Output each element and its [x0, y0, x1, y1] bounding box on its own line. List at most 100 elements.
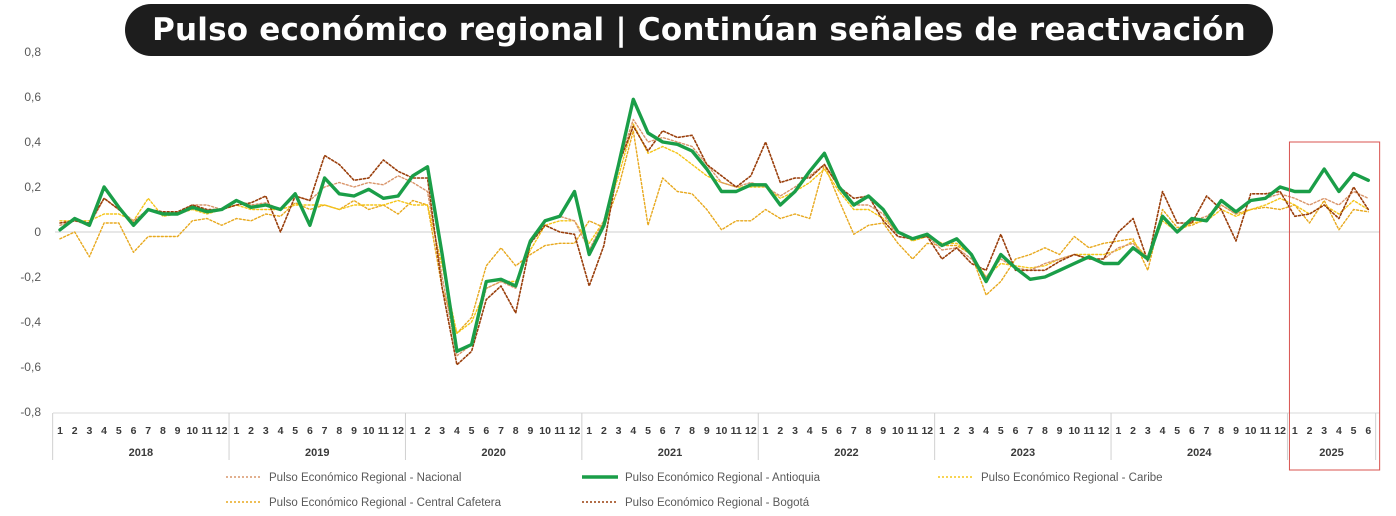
y-tick-label: -0,4 [20, 315, 41, 329]
month-tick-label: 3 [616, 425, 622, 437]
month-tick-label: 12 [216, 425, 228, 437]
y-tick-label: -0,2 [20, 270, 41, 284]
series-line-bogota [59, 125, 1370, 366]
month-tick-label: 1 [1292, 425, 1298, 437]
month-tick-label: 3 [792, 425, 798, 437]
month-tick-label: 10 [892, 425, 904, 437]
month-tick-label: 5 [116, 425, 122, 437]
y-tick-label: 0,8 [24, 45, 41, 59]
year-label: 2021 [658, 447, 682, 459]
month-tick-label: 3 [1145, 425, 1151, 437]
month-tick-label: 6 [483, 425, 489, 437]
month-tick-label: 9 [704, 425, 710, 437]
y-tick-label: 0 [34, 225, 41, 239]
month-tick-label: 10 [1068, 425, 1080, 437]
legend-label-cafetera: Pulso Económico Regional - Central Cafet… [269, 497, 502, 509]
month-tick-label: 2 [425, 425, 431, 437]
year-label: 2018 [129, 447, 153, 459]
highlight-2025-box [1288, 141, 1381, 471]
month-tick-label: 8 [513, 425, 519, 437]
month-tick-label: 11 [378, 425, 389, 437]
month-tick-label: 10 [363, 425, 375, 437]
month-tick-label: 7 [498, 425, 504, 437]
y-tick-label: 0,6 [24, 90, 41, 104]
y-tick-label: -0,6 [20, 360, 41, 374]
highlight-box [1288, 141, 1381, 471]
month-tick-label: 4 [1336, 425, 1342, 437]
month-tick-label: 5 [998, 425, 1004, 437]
month-tick-label: 1 [763, 425, 769, 437]
year-label: 2020 [481, 447, 505, 459]
month-tick-label: 1 [410, 425, 416, 437]
month-tick-label: 6 [1013, 425, 1019, 437]
chart-legend: Pulso Económico Regional - Nacional Pulso… [226, 472, 1163, 509]
month-tick-label: 10 [716, 425, 728, 437]
year-label: 2024 [1187, 447, 1212, 459]
y-tick-label: -0,8 [20, 405, 41, 419]
series-line-cafetera [59, 130, 1370, 334]
month-tick-label: 12 [1098, 425, 1110, 437]
month-tick-label: 7 [145, 425, 151, 437]
month-tick-label: 6 [836, 425, 842, 437]
month-tick-label: 1 [233, 425, 239, 437]
month-tick-label: 11 [554, 425, 565, 437]
month-tick-label: 6 [307, 425, 313, 437]
month-tick-label: 10 [539, 425, 551, 437]
month-tick-label: 4 [983, 425, 989, 437]
chart-title-banner: Pulso económico regional | Continúan señ… [125, 4, 1273, 56]
month-tick-label: 1 [57, 425, 63, 437]
month-tick-label: 12 [392, 425, 404, 437]
month-tick-label: 5 [469, 425, 475, 437]
series-line-antioquia [58, 97, 1371, 353]
y-axis: 0,8 0,6 0,4 0,2 0 -0,2 -0,4 -0,6 -0,8 [20, 45, 41, 419]
month-tick-label: 3 [968, 425, 974, 437]
month-tick-label: 2 [72, 425, 78, 437]
month-tick-label: 11 [907, 425, 918, 437]
month-tick-label: 7 [851, 425, 857, 437]
month-tick-label: 4 [807, 425, 813, 437]
month-tick-label: 1 [586, 425, 592, 437]
month-tick-label: 6 [1365, 425, 1371, 437]
month-tick-label: 8 [336, 425, 342, 437]
month-tick-label: 8 [160, 425, 166, 437]
month-tick-label: 12 [1274, 425, 1286, 437]
month-tick-label: 3 [1321, 425, 1327, 437]
y-tick-label: 0,2 [24, 180, 41, 194]
month-tick-label: 6 [660, 425, 666, 437]
month-tick-label: 2 [601, 425, 607, 437]
month-tick-label: 6 [131, 425, 137, 437]
month-tick-label: 7 [322, 425, 328, 437]
month-tick-label: 8 [866, 425, 872, 437]
month-tick-label: 12 [745, 425, 757, 437]
year-label: 2025 [1319, 447, 1343, 459]
month-tick-label: 5 [292, 425, 298, 437]
month-tick-label: 7 [1204, 425, 1210, 437]
month-tick-label: 4 [278, 425, 284, 437]
month-tick-label: 2 [777, 425, 783, 437]
month-tick-label: 7 [1027, 425, 1033, 437]
month-tick-label: 2 [954, 425, 960, 437]
month-tick-label: 4 [630, 425, 636, 437]
month-tick-label: 8 [689, 425, 695, 437]
month-tick-label: 5 [645, 425, 651, 437]
month-tick-label: 5 [1174, 425, 1180, 437]
month-tick-label: 4 [101, 425, 107, 437]
month-tick-label: 10 [1245, 425, 1257, 437]
month-tick-label: 6 [1189, 425, 1195, 437]
legend-label-caribe: Pulso Económico Regional - Caribe [981, 472, 1163, 484]
month-tick-label: 1 [939, 425, 945, 437]
month-tick-label: 3 [86, 425, 92, 437]
month-tick-label: 3 [263, 425, 269, 437]
month-tick-label: 12 [569, 425, 581, 437]
year-label: 2019 [305, 447, 329, 459]
month-tick-label: 3 [439, 425, 445, 437]
month-tick-label: 9 [527, 425, 533, 437]
series-lines [58, 97, 1371, 366]
month-tick-label: 4 [1160, 425, 1166, 437]
y-tick-label: 0,4 [24, 135, 41, 149]
month-tick-label: 9 [175, 425, 181, 437]
month-tick-label: 11 [731, 425, 742, 437]
legend-label-nacional: Pulso Económico Regional - Nacional [269, 472, 461, 484]
